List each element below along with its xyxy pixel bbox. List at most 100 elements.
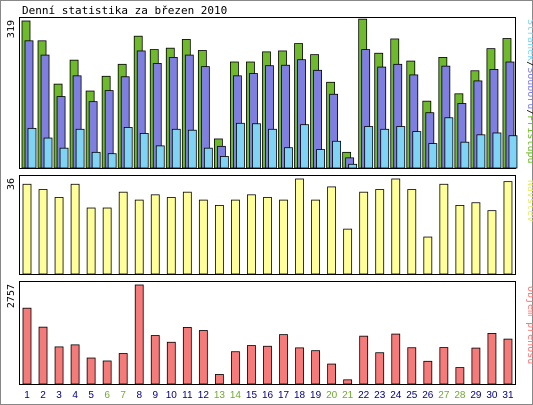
bar-kbytes-day-24 <box>391 333 401 385</box>
legend-item-1: Stránek <box>525 19 533 61</box>
bars-layer <box>21 18 518 385</box>
bar-kbytes-day-13 <box>214 374 224 385</box>
bar-visits-day-21 <box>343 228 353 275</box>
day-label-10: 10 <box>166 390 178 401</box>
bar-visits-day-22 <box>359 191 369 275</box>
bar-pages-day-20 <box>332 140 342 169</box>
bar-kbytes-day-23 <box>375 352 385 385</box>
bar-visits-day-20 <box>327 186 337 275</box>
bar-pages-day-22 <box>364 126 374 169</box>
bar-pages-day-29 <box>476 134 486 169</box>
day-label-20: 20 <box>326 390 338 401</box>
bar-visits-day-19 <box>311 199 320 275</box>
bar-kbytes-day-1 <box>22 307 32 385</box>
bar-kbytes-day-26 <box>423 360 433 385</box>
bar-pages-day-4 <box>75 128 85 169</box>
day-label-26: 26 <box>422 390 434 401</box>
bar-pages-day-11 <box>187 129 197 169</box>
bar-pages-day-3 <box>59 147 69 169</box>
bar-kbytes-day-31 <box>503 338 513 385</box>
day-label-3: 3 <box>56 390 62 401</box>
bar-visits-day-30 <box>487 210 497 275</box>
day-label-19: 19 <box>310 390 322 401</box>
day-label-29: 29 <box>470 390 482 401</box>
bar-kbytes-day-20 <box>327 363 337 385</box>
bar-kbytes-day-18 <box>295 347 304 385</box>
bar-pages-day-24 <box>396 126 406 169</box>
legend-kbytes: Objem přenosu <box>525 286 533 364</box>
day-label-25: 25 <box>406 390 418 401</box>
day-label-14: 14 <box>230 390 242 401</box>
bar-kbytes-day-4 <box>70 344 80 385</box>
legend-separator: / <box>525 61 533 67</box>
bar-kbytes-day-28 <box>455 367 465 385</box>
bar-pages-day-8 <box>139 133 149 169</box>
bar-visits-day-18 <box>295 178 304 275</box>
bar-kbytes-day-2 <box>38 326 48 385</box>
day-label-22: 22 <box>358 390 370 401</box>
bar-kbytes-day-14 <box>231 351 240 385</box>
bar-visits-day-8 <box>134 199 144 275</box>
bar-pages-day-31 <box>508 135 518 169</box>
bar-kbytes-day-6 <box>102 360 112 385</box>
bar-pages-day-17 <box>284 147 293 169</box>
day-label-2: 2 <box>40 390 46 401</box>
bar-visits-day-16 <box>263 197 272 275</box>
day-label-18: 18 <box>294 390 306 401</box>
bar-pages-day-5 <box>91 151 101 169</box>
day-label-27: 27 <box>438 390 450 401</box>
bar-kbytes-day-29 <box>471 347 481 385</box>
bar-pages-day-12 <box>203 147 213 169</box>
bar-kbytes-day-8 <box>134 284 144 385</box>
bar-kbytes-day-22 <box>359 335 369 385</box>
bar-visits-day-24 <box>391 178 401 275</box>
bar-kbytes-day-19 <box>311 350 320 385</box>
day-label-28: 28 <box>454 390 466 401</box>
day-label-17: 17 <box>278 390 290 401</box>
max-label-panel-3: 2757 <box>6 284 17 308</box>
bar-kbytes-day-7 <box>118 353 128 385</box>
bar-pages-day-16 <box>268 128 277 169</box>
bar-visits-day-5 <box>86 207 96 275</box>
day-label-30: 30 <box>486 390 498 401</box>
bar-kbytes-day-10 <box>166 341 176 385</box>
bar-pages-day-13 <box>219 156 229 169</box>
bar-kbytes-day-9 <box>150 335 160 385</box>
bar-pages-day-6 <box>107 153 117 169</box>
bar-kbytes-day-16 <box>263 345 272 385</box>
day-label-11: 11 <box>182 390 193 401</box>
bar-pages-day-28 <box>460 141 470 169</box>
day-label-23: 23 <box>374 390 386 401</box>
bar-kbytes-day-5 <box>86 357 96 385</box>
bar-pages-day-1 <box>27 127 37 169</box>
bar-pages-day-26 <box>428 143 438 169</box>
day-label-9: 9 <box>152 390 158 401</box>
bar-kbytes-day-15 <box>247 345 256 385</box>
bar-kbytes-day-17 <box>279 334 288 385</box>
panel-frame-2 <box>19 175 516 275</box>
day-label-1: 1 <box>24 390 30 401</box>
bar-pages-day-19 <box>316 149 325 169</box>
bar-visits-day-28 <box>455 204 465 275</box>
bar-kbytes-day-3 <box>54 346 64 385</box>
bar-visits-day-9 <box>150 194 160 275</box>
bar-visits-day-25 <box>407 189 417 275</box>
bar-visits-day-11 <box>182 191 192 275</box>
bar-visits-day-31 <box>503 181 513 275</box>
day-label-21: 21 <box>342 390 354 401</box>
bar-visits-day-23 <box>375 189 385 275</box>
bar-pages-day-30 <box>492 132 502 169</box>
legend-item-3: Přístupů <box>525 115 533 163</box>
bar-visits-day-29 <box>471 202 481 275</box>
day-label-6: 6 <box>104 390 110 401</box>
bar-pages-day-23 <box>380 128 390 169</box>
bar-kbytes-day-27 <box>439 347 449 385</box>
x-axis-day-labels: 1 2 3 4 5 6 7 8 9 10 11 12 13 14 15 16 17 18 19 20 21 22 23 24 2… <box>24 390 514 401</box>
bar-visits-day-10 <box>166 197 176 275</box>
legend-visits: Návštěv <box>525 180 533 222</box>
bar-kbytes-day-21 <box>343 379 353 385</box>
bar-pages-day-25 <box>412 131 422 169</box>
bar-pages-day-18 <box>300 124 309 169</box>
